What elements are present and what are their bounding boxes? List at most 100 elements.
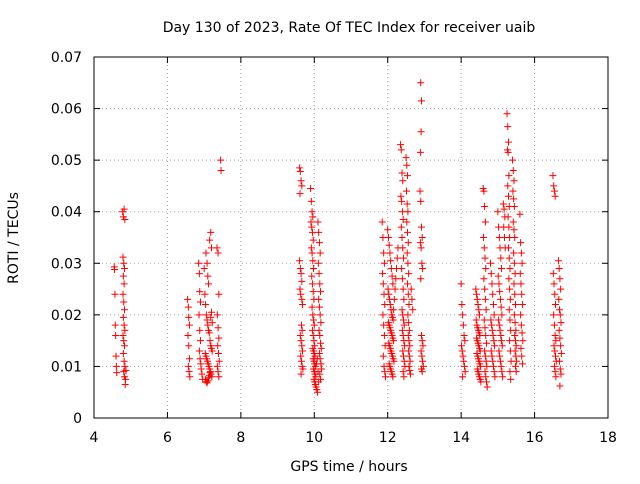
data-point-marker — [316, 331, 324, 339]
data-point-marker — [513, 357, 521, 365]
data-point-marker — [184, 303, 192, 311]
data-point-marker — [417, 244, 425, 252]
data-point-marker — [510, 226, 518, 234]
data-point-marker — [215, 334, 223, 342]
data-point-marker — [296, 331, 304, 339]
data-point-marker — [404, 331, 412, 339]
data-point-marker — [297, 337, 305, 345]
data-point-marker — [487, 270, 495, 278]
data-point-marker — [460, 357, 468, 365]
data-point-marker — [551, 290, 559, 298]
data-point-marker — [416, 187, 424, 195]
data-point-marker — [120, 264, 128, 272]
data-point-marker — [550, 342, 558, 350]
data-point-marker — [400, 373, 408, 381]
data-point-marker — [512, 342, 520, 350]
data-point-marker — [391, 285, 399, 293]
data-point-marker — [200, 264, 208, 272]
data-point-marker — [309, 331, 317, 339]
x-tick-label: 8 — [236, 430, 245, 446]
data-point-marker — [556, 311, 564, 319]
data-point-marker — [316, 311, 324, 319]
data-point-marker — [296, 264, 304, 272]
data-point-marker — [482, 264, 490, 272]
data-point-marker — [121, 215, 129, 223]
data-point-marker — [298, 342, 306, 350]
data-point-marker — [202, 311, 210, 319]
data-point-marker — [315, 270, 323, 278]
data-point-marker — [399, 177, 407, 185]
data-point-marker — [519, 337, 527, 345]
data-point-marker — [476, 311, 483, 319]
data-point-marker — [406, 342, 414, 350]
data-point-marker — [480, 275, 488, 283]
data-point-marker — [317, 288, 325, 296]
data-point-marker — [555, 326, 563, 334]
data-point-marker — [310, 264, 318, 272]
data-point-marker — [509, 156, 517, 164]
data-point-marker — [309, 236, 317, 244]
data-point-marker — [379, 311, 387, 319]
data-point-marker — [488, 321, 496, 329]
data-point-marker — [398, 264, 406, 272]
data-point-marker — [119, 331, 127, 339]
data-point-marker — [498, 342, 506, 350]
data-point-marker — [297, 357, 305, 365]
data-point-marker — [518, 329, 526, 337]
data-point-marker — [403, 218, 411, 226]
data-point-marker — [297, 290, 305, 298]
data-point-marker — [480, 187, 488, 195]
data-point-marker — [389, 373, 397, 381]
data-point-marker — [398, 169, 406, 177]
data-point-marker — [196, 288, 204, 296]
data-point-marker — [416, 239, 424, 247]
data-point-marker — [308, 303, 316, 311]
data-point-marker — [404, 172, 412, 180]
data-point-marker — [399, 285, 407, 293]
data-point-marker — [406, 367, 414, 375]
data-point-marker — [195, 347, 203, 355]
data-point-marker — [461, 368, 469, 376]
data-point-marker — [408, 295, 416, 303]
data-point-marker — [207, 228, 215, 236]
data-point-marker — [517, 239, 525, 247]
data-point-marker — [498, 337, 506, 345]
data-point-marker — [495, 347, 503, 355]
data-point-marker — [482, 373, 490, 381]
data-point-marker — [404, 290, 412, 298]
data-point-marker — [556, 382, 564, 390]
data-point-marker — [307, 197, 315, 205]
data-point-marker — [458, 301, 466, 309]
data-point-marker — [557, 370, 565, 378]
data-point-marker — [509, 166, 517, 174]
data-point-marker — [505, 138, 513, 146]
data-point-marker — [213, 311, 221, 319]
data-point-marker — [380, 249, 388, 257]
x-tick-label: 12 — [379, 430, 397, 446]
data-point-marker — [308, 228, 316, 236]
data-point-marker — [186, 373, 194, 381]
data-point-marker — [398, 326, 406, 334]
data-point-marker — [296, 257, 304, 265]
data-point-marker — [206, 236, 214, 244]
data-point-marker — [399, 368, 407, 376]
data-point-marker — [201, 290, 209, 298]
data-point-marker — [314, 259, 322, 267]
data-point-marker — [461, 337, 469, 345]
data-point-marker — [481, 285, 489, 293]
data-point-marker — [417, 275, 425, 283]
data-point-marker — [196, 337, 204, 345]
data-point-marker — [205, 372, 213, 380]
data-point-marker — [504, 213, 512, 221]
data-point-marker — [297, 177, 305, 185]
data-point-marker — [120, 306, 128, 314]
data-point-marker — [184, 362, 192, 370]
data-point-marker — [510, 311, 518, 319]
data-point-marker — [310, 316, 318, 324]
data-point-marker — [296, 190, 304, 198]
data-point-marker — [296, 164, 304, 172]
x-tick-label: 6 — [163, 430, 172, 446]
data-point-marker — [378, 218, 386, 226]
